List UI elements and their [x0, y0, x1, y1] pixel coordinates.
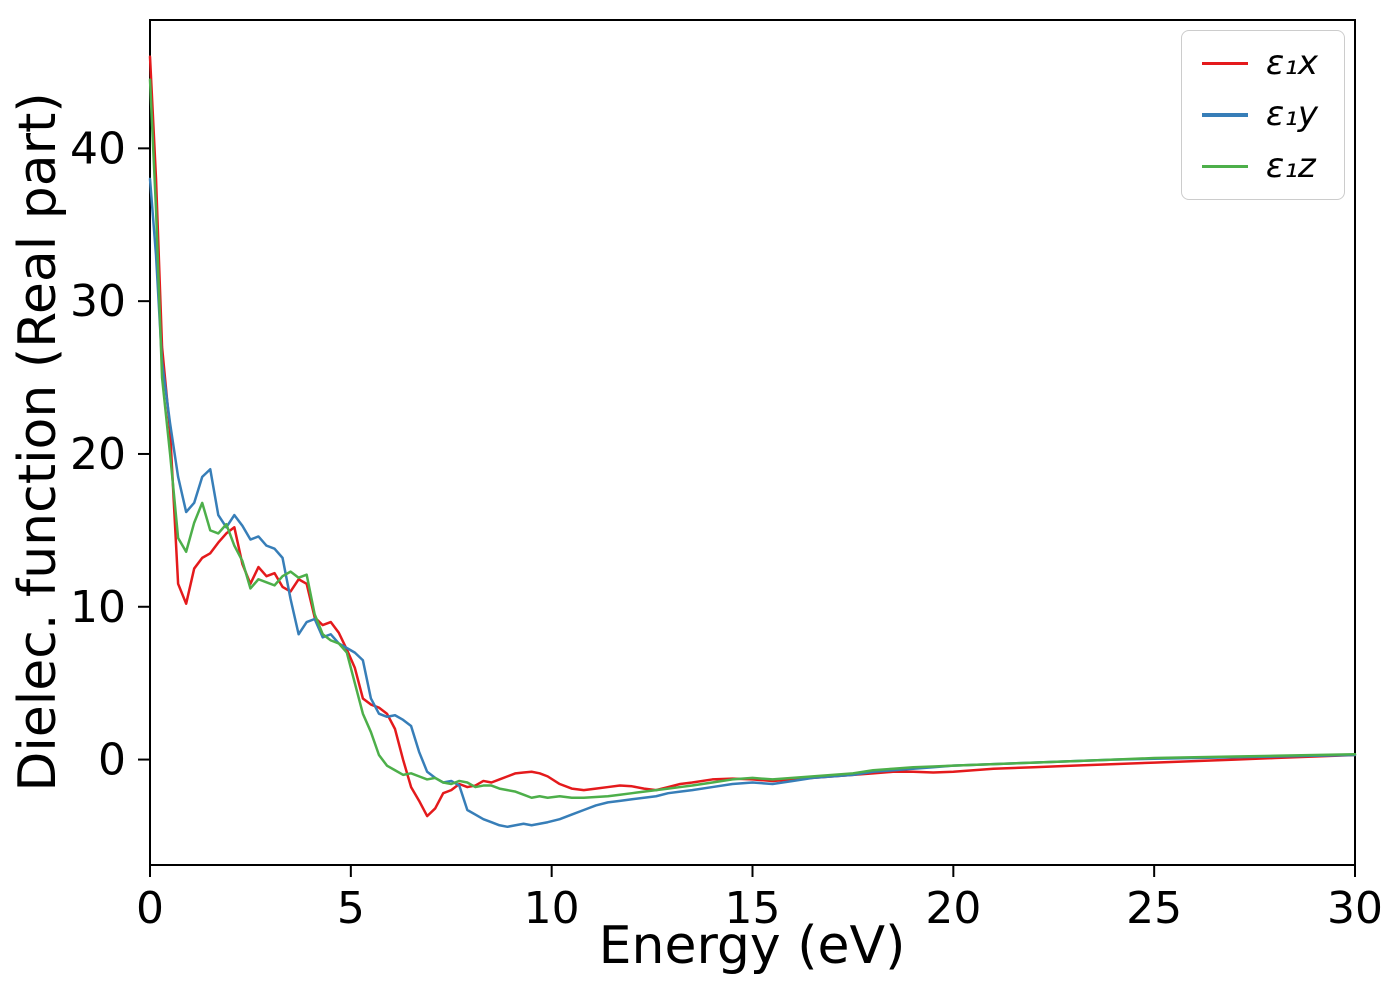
legend-item: ε₁y	[1201, 94, 1318, 135]
y-axis-label: Dielec. function (Real part)	[8, 92, 68, 792]
x-tick-label: 10	[524, 883, 580, 934]
axes-frame	[149, 19, 1356, 866]
x-axis-label: Energy (eV)	[598, 916, 906, 976]
legend-line-swatch	[1201, 164, 1248, 169]
x-tick-label: 5	[337, 883, 365, 934]
legend-item: ε₁x	[1201, 43, 1318, 83]
y-tick-label: 20	[70, 429, 126, 480]
x-tick-label: 0	[136, 883, 164, 934]
y-tick-label: 0	[98, 735, 126, 786]
x-tick-label: 20	[925, 883, 981, 934]
y-tick-label: 40	[70, 123, 126, 174]
series-line-ε₁x	[148, 55, 1357, 818]
x-tick-label: 25	[1126, 883, 1182, 934]
y-tick-label: 10	[70, 582, 126, 633]
series-line-ε₁z	[148, 78, 1357, 800]
legend-line-swatch	[1201, 61, 1248, 66]
legend-label: ε₁z	[1265, 145, 1316, 186]
legend: ε₁x ε₁y ε₁z	[1180, 30, 1345, 201]
y-tick-label: 30	[70, 276, 126, 327]
x-tick-label: 30	[1327, 883, 1383, 934]
x-tick-label: 15	[725, 883, 781, 934]
legend-item: ε₁z	[1201, 145, 1318, 186]
legend-label: ε₁y	[1265, 94, 1318, 135]
legend-label: ε₁x	[1265, 43, 1318, 83]
legend-line-swatch	[1201, 113, 1248, 117]
series-line-ε₁y	[148, 177, 1357, 829]
